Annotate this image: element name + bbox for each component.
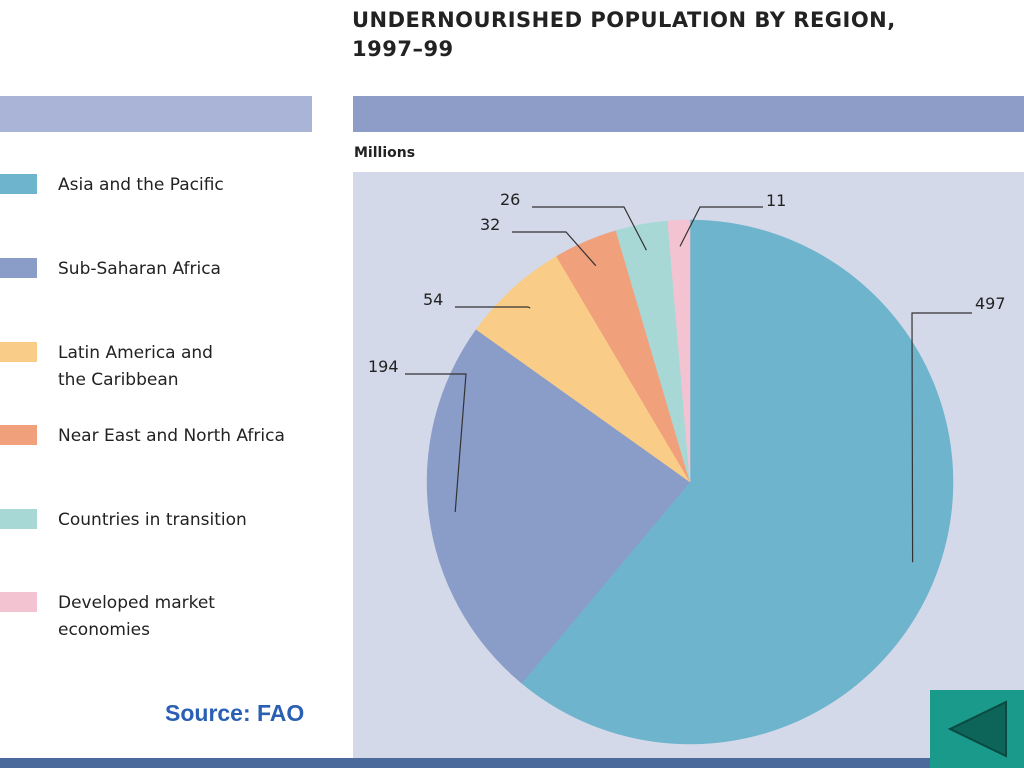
chart-header-bar xyxy=(353,96,1024,132)
legend-swatch xyxy=(0,425,37,445)
legend: Asia and the Pacific Sub-Saharan Africa La… xyxy=(0,0,330,768)
chart-title-line1: UNDERNOURISHED POPULATION BY REGION, xyxy=(352,8,896,32)
legend-swatch xyxy=(0,258,37,278)
units-label: Millions xyxy=(354,145,416,161)
data-label: 32 xyxy=(480,215,500,234)
leader-line xyxy=(679,206,763,247)
chart-subtitle: 1997–99 xyxy=(352,37,454,61)
triangle-left-icon xyxy=(947,700,1007,758)
data-label: 54 xyxy=(423,290,443,309)
back-button[interactable] xyxy=(930,690,1024,768)
leader-line xyxy=(532,206,647,251)
legend-label: Asia and the Pacific xyxy=(58,175,224,195)
legend-swatch xyxy=(0,342,37,362)
bottom-strip xyxy=(0,758,1024,768)
chart-title: UNDERNOURISHED POPULATION BY REGION, 199… xyxy=(352,6,992,64)
legend-swatch xyxy=(0,174,37,194)
data-label: 194 xyxy=(368,357,399,376)
source-note: Source: FAO xyxy=(165,700,305,726)
data-label: 497 xyxy=(975,294,1006,313)
legend-label: Latin America and the Caribbean xyxy=(58,343,213,390)
legend-header-bar xyxy=(0,96,312,132)
leader-line xyxy=(405,373,467,513)
pie-slice xyxy=(426,329,691,684)
legend-swatch xyxy=(0,509,37,529)
leader-line xyxy=(512,231,597,267)
leader-line xyxy=(455,306,531,309)
legend-label: Sub-Saharan Africa xyxy=(58,259,221,279)
legend-label: Countries in transition xyxy=(58,510,247,530)
data-label: 11 xyxy=(766,191,786,210)
leader-line xyxy=(911,312,972,563)
legend-label: Developed market economies xyxy=(58,593,215,640)
legend-swatch xyxy=(0,592,37,612)
pie-slice xyxy=(521,219,954,745)
pie-slice xyxy=(475,255,691,483)
legend-label: Near East and North Africa xyxy=(58,426,285,446)
pie-slice xyxy=(667,219,691,483)
data-label: 26 xyxy=(500,190,520,209)
